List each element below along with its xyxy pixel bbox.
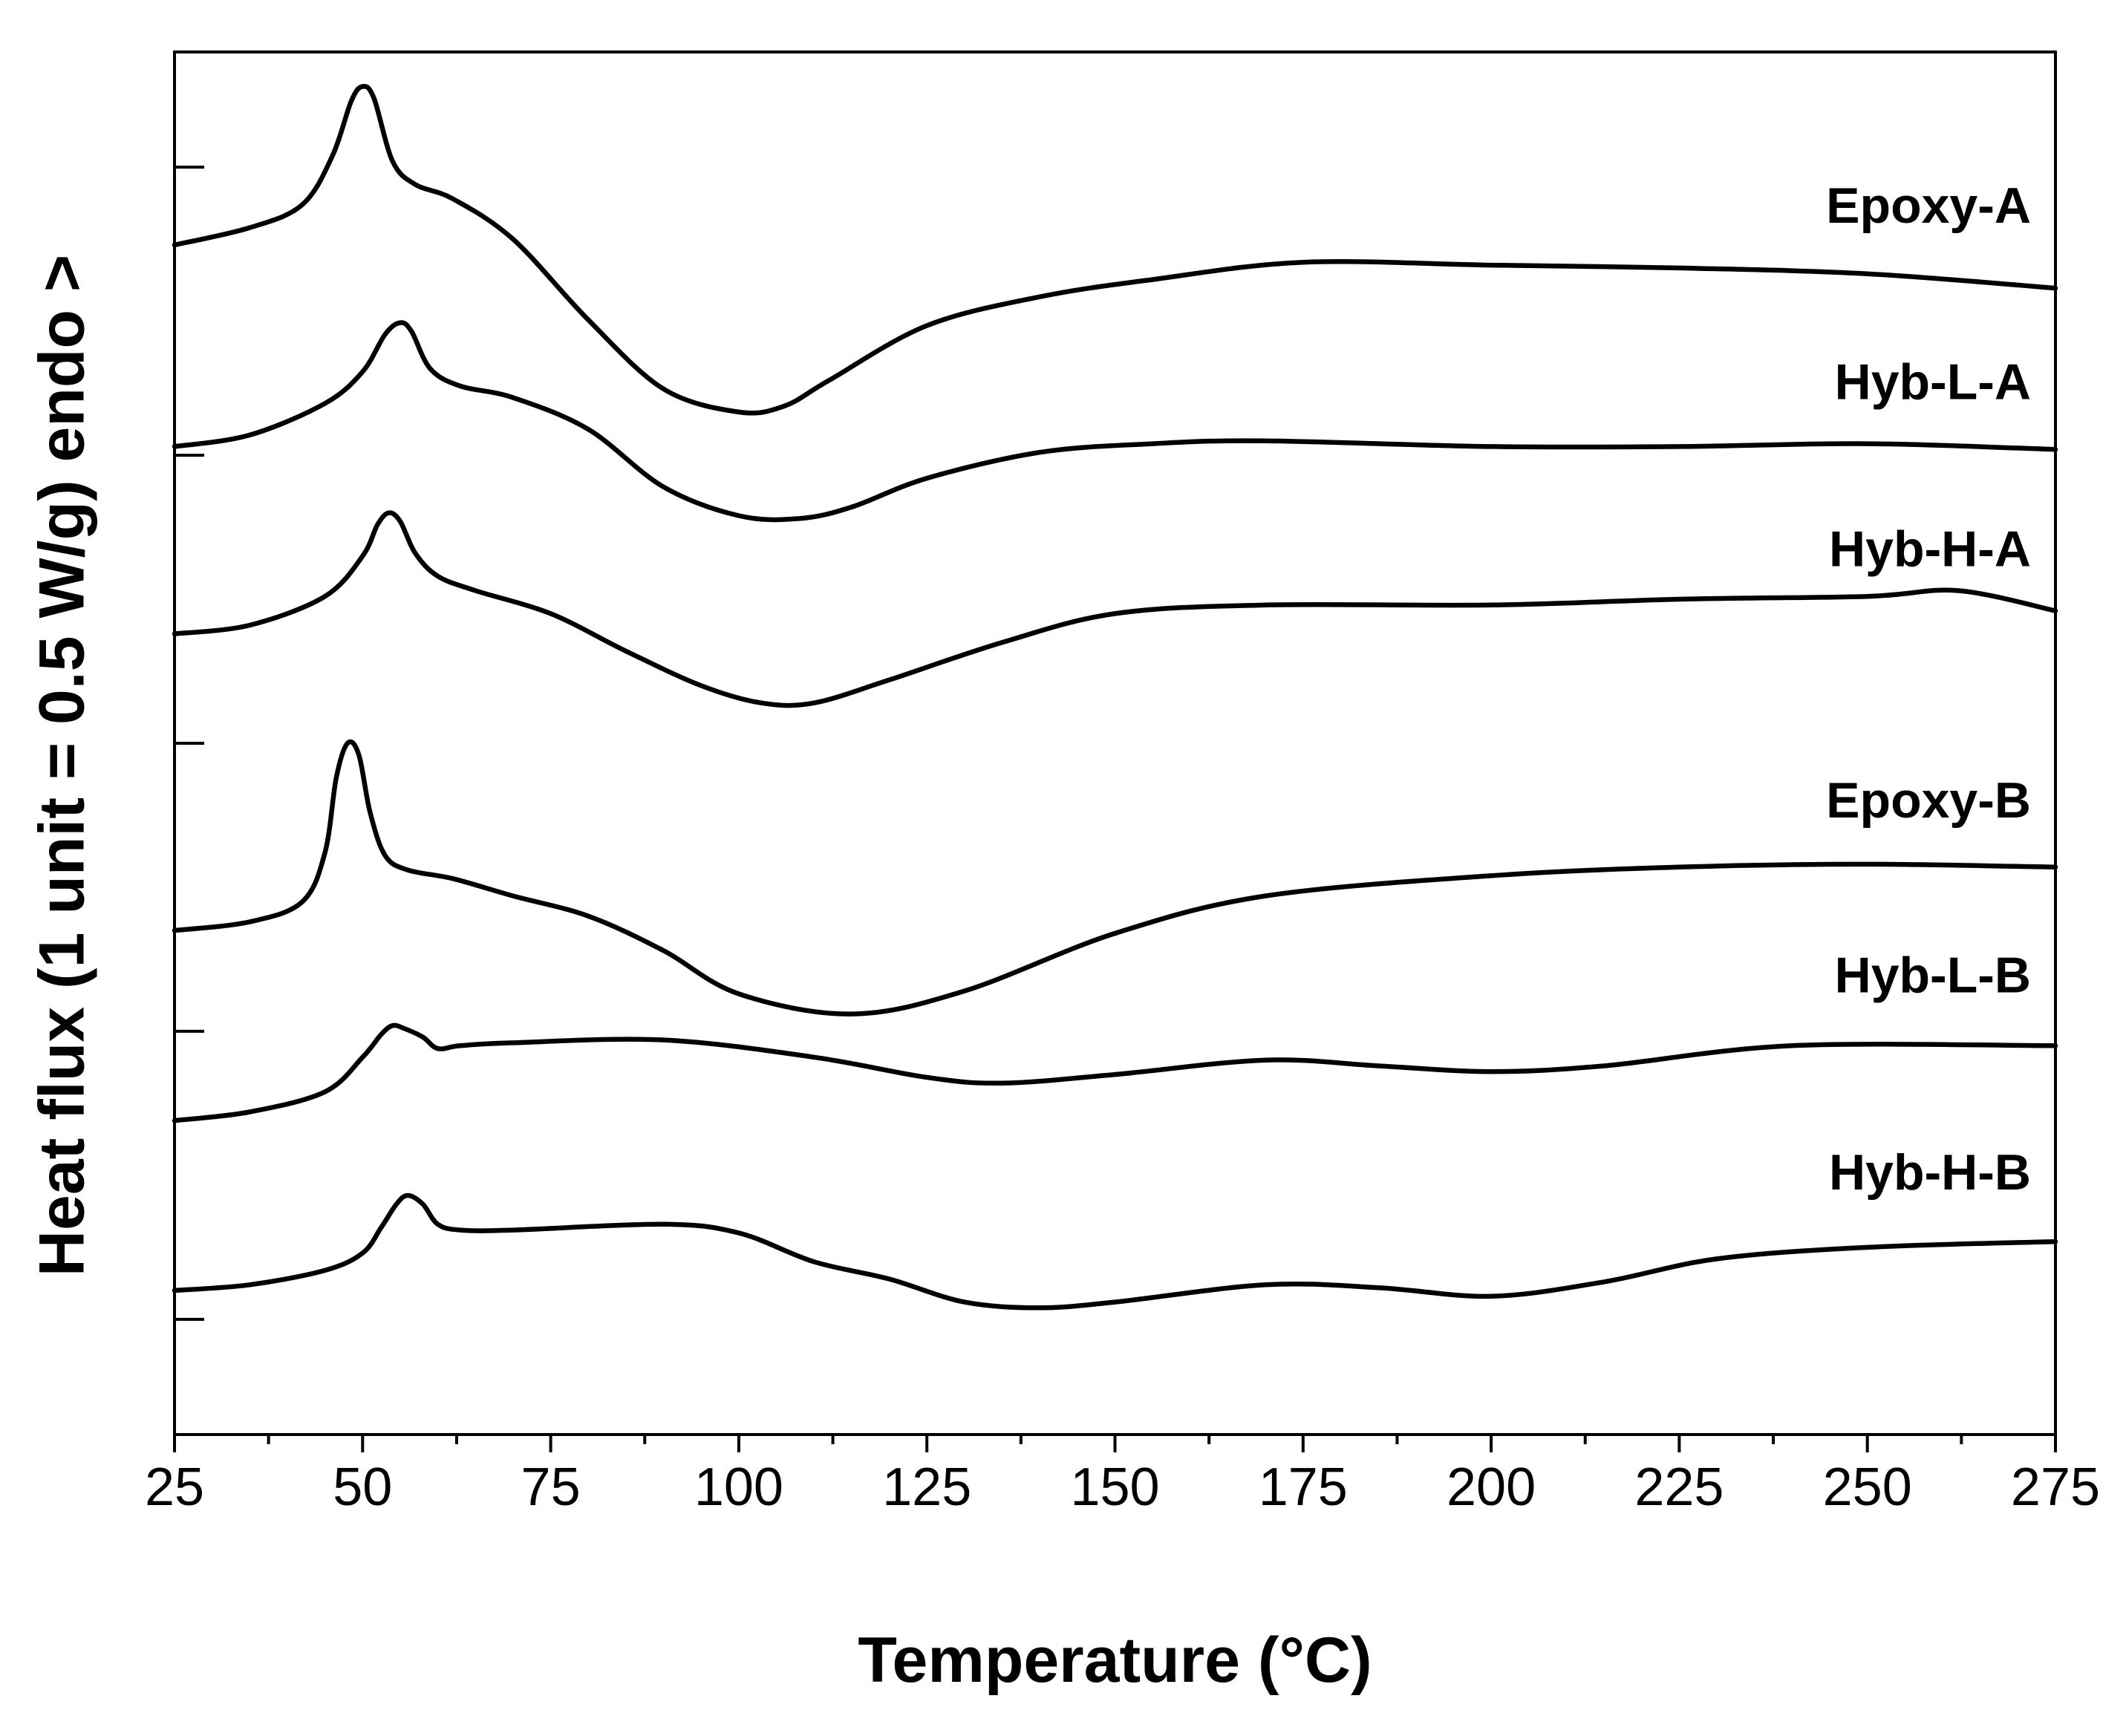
x-tick-label: 25 — [145, 1458, 204, 1517]
curves-layer — [172, 84, 2058, 1311]
x-tick-label: 75 — [521, 1458, 581, 1517]
y-axis-title: Heat flux (1 unit = 0.5 W/g) endo > — [27, 255, 98, 1276]
x-axis-title: Temperature (°C) — [858, 1625, 1372, 1696]
series-label-epoxy-a: Epoxy-A — [1826, 177, 2031, 234]
ticks-layer: 25 50 75 100 125 150 175 200 225 250 275 — [145, 166, 2100, 1517]
series-line-hyb-h-b — [172, 1192, 2058, 1311]
x-tick-label: 50 — [333, 1458, 392, 1517]
x-tick-label: 175 — [1259, 1458, 1348, 1517]
labels-layer: Epoxy-A Hyb-L-A Hyb-H-A Epoxy-B Hyb-L-B Hyb-H… — [1826, 177, 2031, 1201]
series-label-hyb-l-a: Hyb-L-A — [1835, 353, 2031, 410]
series-line-hyb-l-a — [172, 320, 2058, 523]
x-tick-label: 100 — [694, 1458, 783, 1517]
x-tick-label: 225 — [1634, 1458, 1724, 1517]
x-tick-label: 150 — [1070, 1458, 1159, 1517]
series-line-hyb-l-b — [172, 1022, 2058, 1123]
x-tick-label: 275 — [2011, 1458, 2100, 1517]
x-tick-label: 200 — [1447, 1458, 1536, 1517]
plot-frame — [173, 50, 2057, 1436]
series-label-hyb-l-b: Hyb-L-B — [1835, 947, 2031, 1003]
x-tick-label: 250 — [1823, 1458, 1912, 1517]
x-tick-label: 125 — [882, 1458, 971, 1517]
series-label-epoxy-b: Epoxy-B — [1826, 772, 2031, 829]
series-line-epoxy-b — [172, 739, 2058, 1017]
series-label-hyb-h-b: Hyb-H-B — [1829, 1144, 2031, 1201]
series-line-epoxy-a — [172, 84, 2058, 416]
series-label-hyb-h-a: Hyb-H-A — [1829, 521, 2031, 578]
series-line-hyb-h-a — [172, 510, 2058, 708]
